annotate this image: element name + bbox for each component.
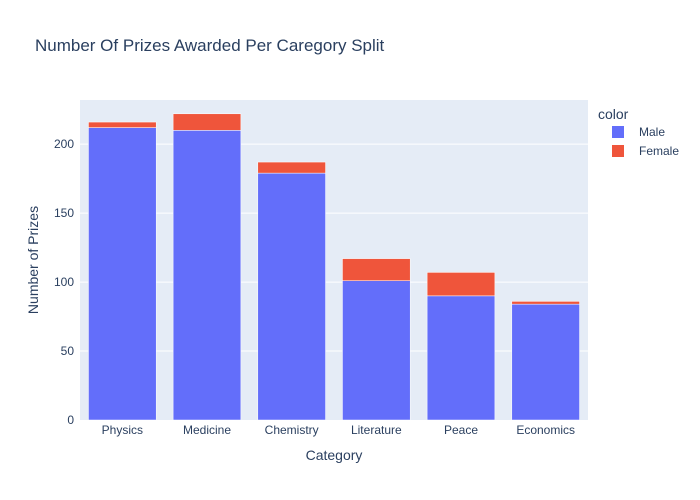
y-tick-label: 100	[54, 275, 74, 289]
bar-male-peace[interactable]	[426, 295, 496, 421]
y-tick-label: 0	[67, 413, 74, 427]
bars	[88, 113, 580, 421]
x-tick-label: Physics	[102, 423, 143, 437]
bar-male-chemistry[interactable]	[257, 172, 326, 421]
x-axis-ticks: Physics Medicine Chemistry Literature Peace E…	[102, 423, 575, 437]
legend-label: Male	[639, 125, 665, 139]
y-axis-title: Number of Prizes	[25, 206, 41, 314]
y-tick-label: 150	[54, 206, 74, 220]
bar-male-literature[interactable]	[342, 280, 411, 421]
x-tick-label: Literature	[351, 423, 402, 437]
legend: color Male Female	[598, 106, 679, 158]
x-axis-title: Category	[306, 447, 363, 463]
y-tick-label: 200	[54, 137, 74, 151]
x-tick-label: Peace	[444, 423, 478, 437]
bar-female-economics[interactable]	[511, 301, 580, 305]
bar-female-medicine[interactable]	[172, 113, 242, 131]
bar-male-medicine[interactable]	[172, 130, 242, 421]
y-axis-ticks: 0 50 100 150 200	[54, 137, 74, 427]
bar-female-literature[interactable]	[342, 258, 411, 281]
bar-male-economics[interactable]	[511, 303, 580, 421]
x-tick-label: Medicine	[183, 423, 231, 437]
bar-female-physics[interactable]	[88, 121, 157, 128]
legend-label: Female	[639, 144, 679, 158]
bar-female-chemistry[interactable]	[257, 161, 326, 174]
legend-title: color	[598, 106, 629, 122]
gridlines	[80, 143, 588, 352]
bar-female-peace[interactable]	[426, 272, 496, 297]
legend-item-female[interactable]: Female	[612, 144, 679, 158]
legend-item-male[interactable]: Male	[612, 125, 665, 139]
bar-male-physics[interactable]	[88, 127, 157, 421]
y-tick-label: 50	[61, 344, 75, 358]
legend-swatch	[612, 126, 624, 138]
legend-swatch	[612, 145, 624, 157]
plot-background	[80, 100, 588, 420]
chart-title: Number Of Prizes Awarded Per Caregory Sp…	[35, 36, 385, 55]
x-tick-label: Chemistry	[265, 423, 319, 437]
x-tick-label: Economics	[516, 423, 575, 437]
